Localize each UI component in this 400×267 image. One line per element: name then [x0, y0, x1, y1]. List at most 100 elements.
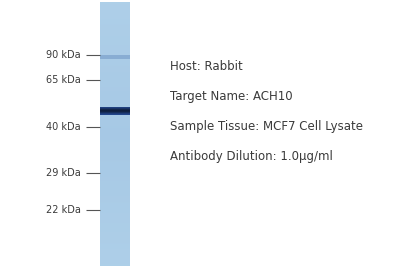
Bar: [100, 63, 130, 65]
Bar: [100, 77, 130, 78]
Bar: [100, 110, 130, 111]
Bar: [100, 21, 130, 23]
Bar: [100, 184, 130, 186]
Bar: [100, 145, 130, 146]
Bar: [100, 73, 130, 74]
Bar: [100, 192, 130, 194]
Bar: [100, 149, 130, 151]
Bar: [100, 46, 130, 47]
Bar: [100, 258, 130, 259]
Bar: [100, 106, 130, 108]
Bar: [100, 164, 130, 166]
Bar: [100, 82, 130, 83]
Bar: [100, 97, 130, 99]
Bar: [100, 210, 130, 211]
Bar: [100, 50, 130, 52]
Bar: [100, 166, 130, 167]
Bar: [100, 261, 130, 263]
Bar: [100, 142, 130, 143]
Bar: [100, 162, 130, 163]
Bar: [100, 51, 130, 53]
Bar: [100, 205, 130, 207]
Bar: [100, 238, 130, 239]
Bar: [100, 158, 130, 159]
Bar: [100, 139, 130, 140]
Bar: [100, 161, 130, 162]
Bar: [100, 250, 130, 252]
Bar: [100, 49, 130, 51]
Bar: [100, 163, 130, 165]
Bar: [100, 227, 130, 229]
Bar: [100, 142, 130, 144]
Bar: [100, 109, 130, 110]
Bar: [100, 92, 130, 94]
Bar: [100, 133, 130, 134]
Bar: [100, 91, 130, 93]
Bar: [100, 79, 130, 81]
Bar: [100, 59, 130, 60]
Bar: [100, 245, 130, 246]
Bar: [100, 178, 130, 180]
Bar: [100, 201, 130, 202]
Bar: [100, 146, 130, 147]
Bar: [100, 68, 130, 69]
Bar: [100, 10, 130, 11]
Bar: [100, 263, 130, 265]
Bar: [100, 262, 130, 264]
Bar: [100, 157, 130, 159]
Bar: [100, 78, 130, 80]
Bar: [100, 110, 130, 111]
Bar: [100, 159, 130, 160]
Bar: [100, 256, 130, 258]
Bar: [100, 6, 130, 8]
Bar: [100, 65, 130, 66]
Text: Antibody Dilution: 1.0µg/ml: Antibody Dilution: 1.0µg/ml: [170, 150, 333, 163]
Bar: [100, 196, 130, 197]
Bar: [100, 190, 130, 191]
Bar: [100, 83, 130, 84]
Bar: [100, 244, 130, 245]
Bar: [100, 9, 130, 10]
Bar: [100, 26, 130, 27]
Bar: [100, 117, 130, 118]
Bar: [100, 96, 130, 97]
Bar: [100, 226, 130, 227]
Bar: [100, 182, 130, 183]
Bar: [100, 249, 130, 251]
Text: 65 kDa: 65 kDa: [46, 75, 81, 85]
Bar: [100, 198, 130, 199]
Bar: [100, 213, 130, 215]
Bar: [100, 131, 130, 132]
Bar: [100, 28, 130, 30]
Bar: [100, 120, 130, 122]
Bar: [100, 93, 130, 95]
Bar: [100, 19, 130, 21]
Bar: [100, 108, 130, 109]
Bar: [100, 49, 130, 50]
Bar: [100, 241, 130, 242]
Bar: [100, 45, 130, 46]
Bar: [100, 56, 130, 58]
Bar: [100, 200, 130, 202]
Bar: [100, 243, 130, 245]
Bar: [100, 180, 130, 181]
Bar: [100, 127, 130, 128]
Bar: [100, 125, 130, 126]
Bar: [100, 144, 130, 146]
Bar: [100, 108, 130, 109]
Bar: [100, 100, 130, 101]
Bar: [100, 235, 130, 237]
Bar: [100, 129, 130, 131]
Bar: [100, 179, 130, 180]
Bar: [100, 191, 130, 193]
Bar: [100, 87, 130, 88]
Bar: [100, 123, 130, 124]
Bar: [100, 132, 130, 133]
Bar: [100, 204, 130, 205]
Bar: [100, 86, 130, 88]
Bar: [100, 60, 130, 61]
Bar: [100, 239, 130, 241]
Bar: [100, 147, 130, 148]
Text: 22 kDa: 22 kDa: [46, 205, 81, 215]
Bar: [100, 13, 130, 14]
